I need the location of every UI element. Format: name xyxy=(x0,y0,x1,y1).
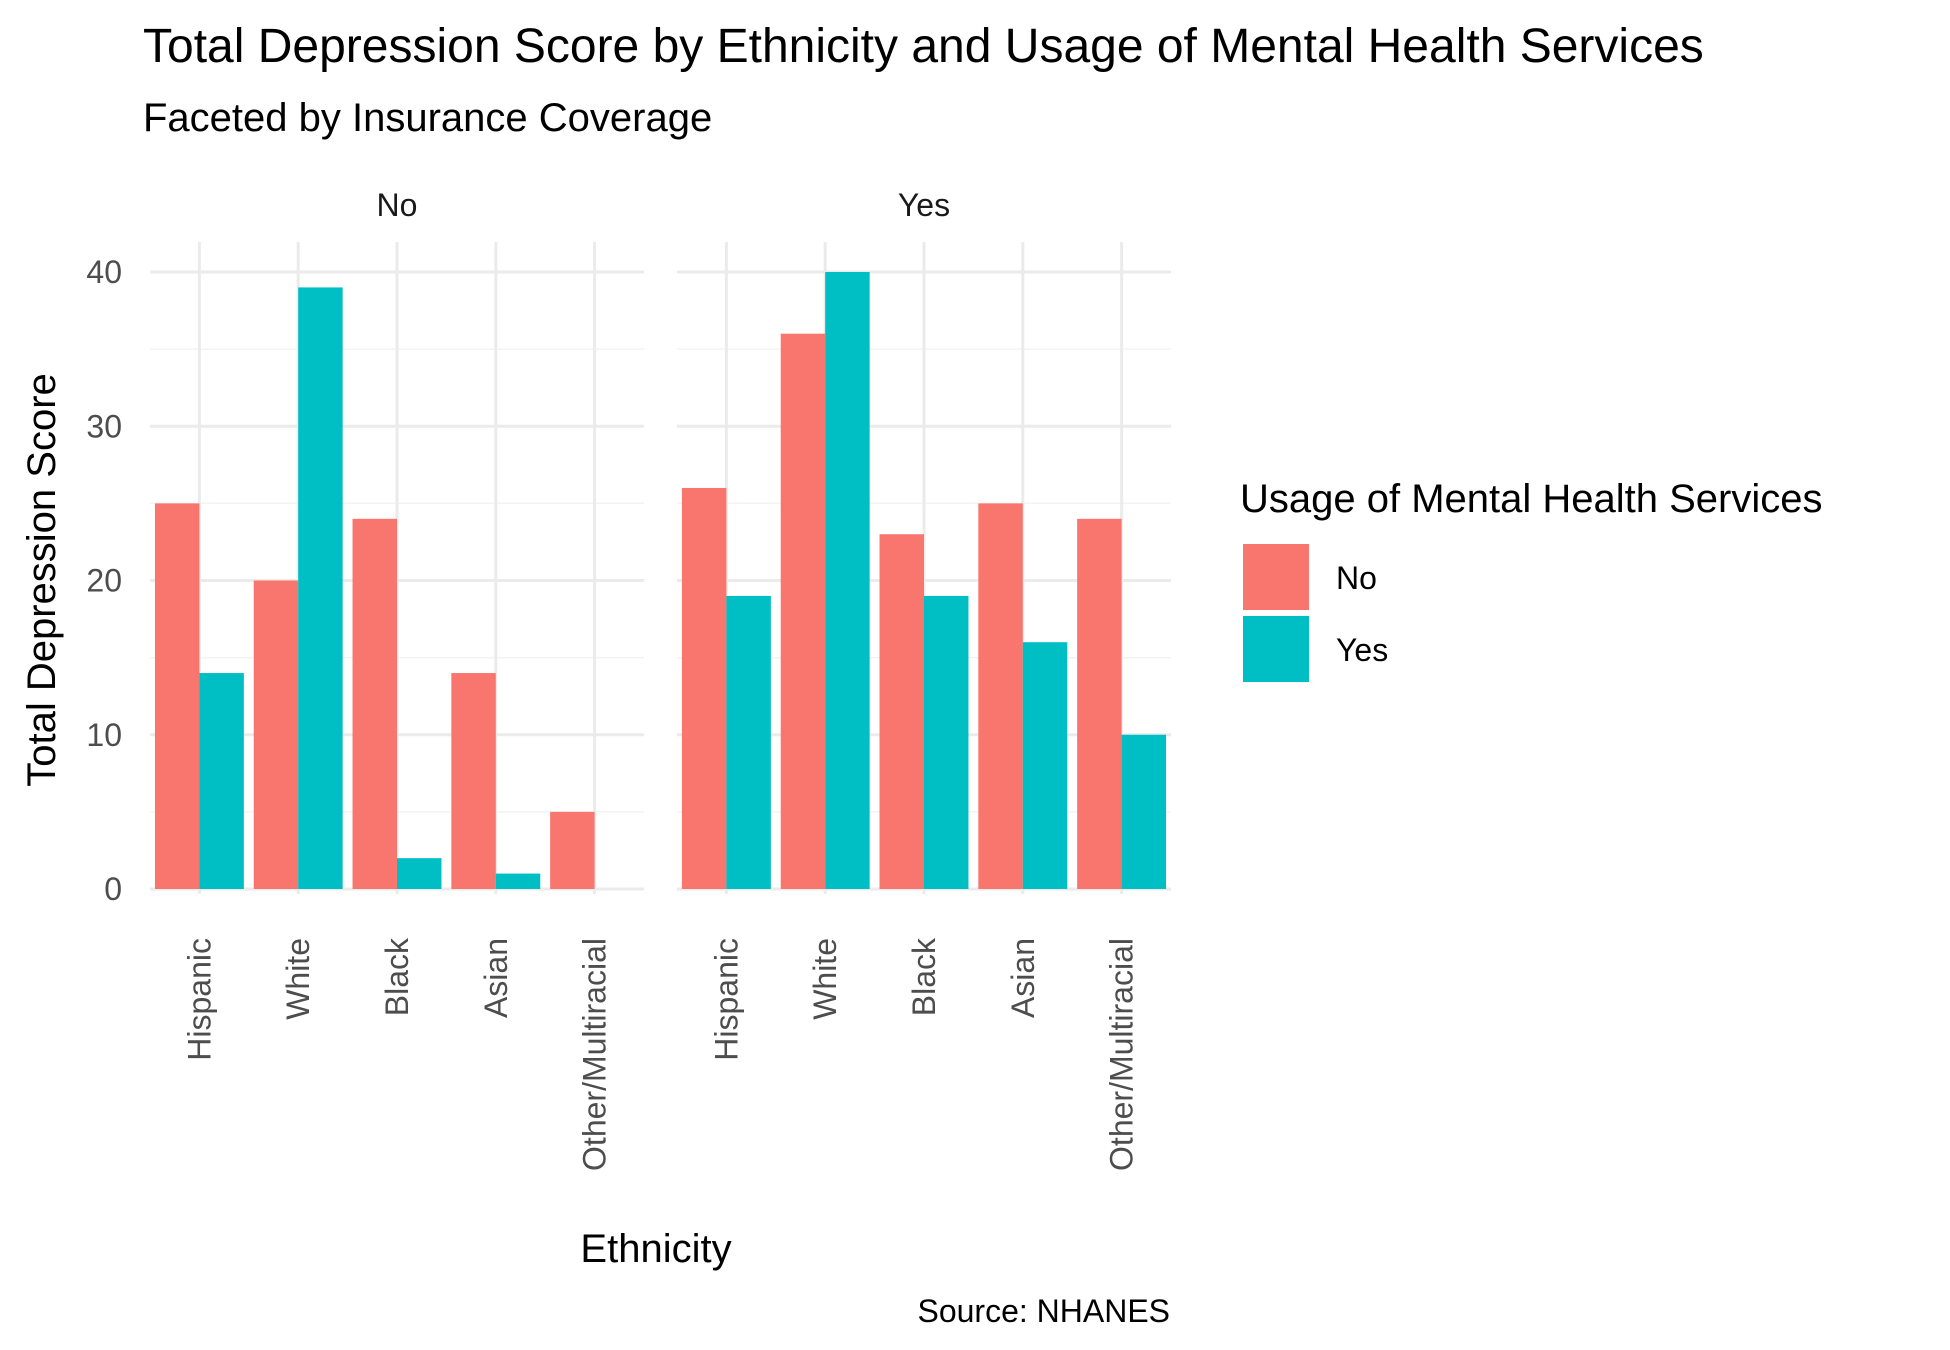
legend-title: Usage of Mental Health Services xyxy=(1240,477,1823,521)
legend-key-no xyxy=(1243,544,1309,610)
bar-yes xyxy=(825,272,870,889)
y-tick-label: 20 xyxy=(86,563,122,599)
y-axis-label: Total Depression Score xyxy=(20,373,64,787)
facet-label: No xyxy=(377,187,418,223)
bar-no xyxy=(780,333,826,889)
x-tick-label: Asian xyxy=(1005,938,1041,1018)
facet-panel-0: No Hispanic White Black Asian Other/Multiraci… xyxy=(150,187,644,1171)
x-tick-label: Black xyxy=(906,937,942,1016)
y-tick-label: 40 xyxy=(86,254,122,290)
x-tick-label: Hispanic xyxy=(708,938,744,1061)
legend-label: Yes xyxy=(1336,632,1388,668)
bar-no xyxy=(451,673,496,889)
x-tick-label: Hispanic xyxy=(181,938,217,1061)
x-tick-label: White xyxy=(807,938,843,1020)
x-axis-label: Ethnicity xyxy=(580,1227,731,1271)
bar-yes xyxy=(924,595,969,889)
caption: Source: NHANES xyxy=(917,1293,1170,1329)
bar-yes xyxy=(199,673,244,889)
bar-yes xyxy=(298,287,343,889)
bar-yes xyxy=(397,858,442,889)
bar-yes xyxy=(726,595,771,889)
facet-panel-1: Yes Hispanic White Black Asian Other/Multirac… xyxy=(677,187,1171,1171)
bar-no xyxy=(253,580,299,889)
bar-no xyxy=(978,503,1023,889)
x-tick-label: Black xyxy=(379,937,415,1016)
y-tick-label: 10 xyxy=(86,717,122,753)
x-tick-label: Other/Multiracial xyxy=(577,938,613,1171)
legend: Usage of Mental Health Services No Yes xyxy=(1240,477,1823,682)
x-tick-label: Asian xyxy=(478,938,514,1018)
facet-panels: No Hispanic White Black Asian Other/Multiraci… xyxy=(86,187,1171,1171)
legend-entries: No Yes xyxy=(1243,544,1388,682)
bar-yes xyxy=(495,873,541,889)
chart-title: Total Depression Score by Ethnicity and … xyxy=(143,20,1704,73)
bar-no xyxy=(1077,518,1122,889)
bar-no xyxy=(550,811,595,889)
bar-no xyxy=(681,487,727,889)
bar-no xyxy=(154,503,200,889)
legend-key-yes xyxy=(1243,616,1309,682)
y-tick-label: 0 xyxy=(104,871,122,907)
y-tick-label: 30 xyxy=(86,408,122,444)
x-tick-label: Other/Multiracial xyxy=(1104,938,1140,1171)
bar-no xyxy=(352,518,397,889)
x-tick-label: White xyxy=(280,938,316,1020)
legend-label: No xyxy=(1336,560,1377,596)
bar-yes xyxy=(1121,734,1167,889)
facet-label: Yes xyxy=(898,187,950,223)
bar-yes xyxy=(1022,642,1068,889)
bar-no xyxy=(879,534,924,889)
chart-subtitle: Faceted by Insurance Coverage xyxy=(143,96,712,140)
